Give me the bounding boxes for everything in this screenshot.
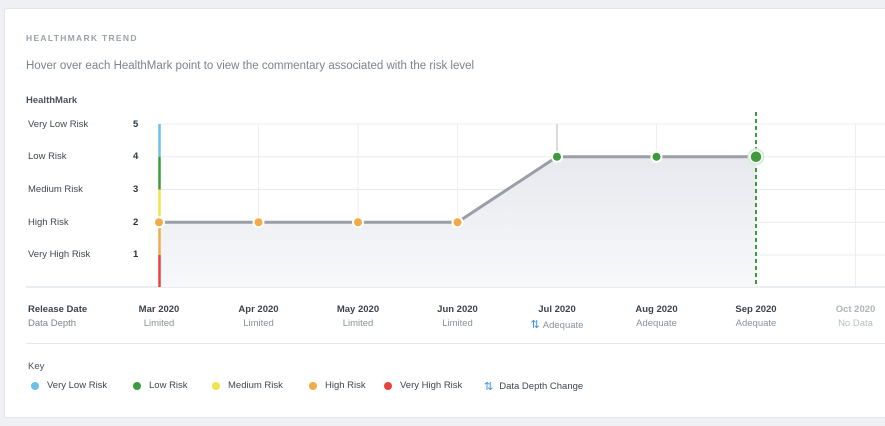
y-tick-2: 2	[133, 217, 139, 228]
low-risk-dot-icon	[133, 381, 141, 390]
divider	[26, 343, 885, 344]
very-low-risk-dot-icon	[31, 381, 39, 390]
high-risk-dot-icon	[309, 381, 317, 390]
data-point	[153, 216, 165, 229]
up-down-arrows-icon: ⇅	[484, 381, 494, 393]
data-depth-value: Limited	[318, 318, 398, 329]
y-tick-3: 3	[133, 184, 139, 195]
very-high-risk-dot-icon	[384, 381, 392, 390]
data-point-selected	[749, 150, 763, 164]
data-depth-value: Adequate	[716, 318, 796, 329]
data-depth-value: ⇅ Adequate	[517, 318, 597, 331]
data-depth-text: Limited	[442, 318, 473, 329]
risk-label-low: Low Risk	[28, 151, 67, 162]
x-tick-label: Apr 2020	[238, 304, 279, 315]
key-title: Key	[28, 361, 45, 372]
y-tick-5: 5	[133, 119, 139, 130]
key-item-low-risk: Low Risk	[133, 380, 188, 391]
data-depth-value: Limited	[418, 318, 498, 329]
y-tick-4: 4	[133, 151, 139, 162]
area-fill	[159, 156, 756, 287]
risk-label-medium: Medium Risk	[28, 184, 83, 195]
key-label: Medium Risk	[228, 380, 283, 391]
data-point	[451, 216, 464, 229]
data-depth-text: Limited	[143, 318, 175, 329]
key-label: Low Risk	[149, 380, 188, 391]
key-label: High Risk	[325, 380, 366, 391]
data-point	[650, 150, 663, 163]
x-tick-label: Sep 2020	[735, 304, 777, 315]
data-depth-value: Adequate	[617, 318, 697, 329]
data-depth-text: Adequate	[542, 320, 584, 331]
data-depth-value: Limited	[119, 318, 199, 329]
data-depth-text: Limited	[342, 318, 374, 329]
medium-risk-dot-icon	[212, 381, 220, 390]
section-title: HEALTHMARK TREND	[26, 33, 138, 43]
key-label: Very Low Risk	[47, 380, 108, 391]
data-depth-label: Data Depth	[28, 318, 77, 329]
data-point	[551, 150, 563, 163]
data-depth-text: Adequate	[735, 318, 777, 329]
x-tick-label: Oct 2020	[835, 304, 876, 315]
up-down-arrows-icon: ⇅	[530, 319, 540, 331]
x-tick-label: Jul 2020	[538, 304, 576, 315]
release-date-label: Release Date	[28, 304, 88, 315]
x-tick-label: May 2020	[336, 304, 380, 315]
key-item-data-depth-change: ⇅ Data Depth Change	[484, 380, 583, 393]
data-depth-value: Limited	[219, 318, 299, 329]
risk-label-very-low: Very Low Risk	[28, 119, 89, 130]
key-item-high-risk: High Risk	[309, 380, 366, 391]
risk-label-high: High Risk	[28, 217, 69, 228]
y-tick-1: 1	[133, 249, 139, 260]
data-depth-text: No Data	[838, 318, 873, 329]
x-tick-label: Aug 2020	[635, 304, 678, 315]
key-item-medium-risk: Medium Risk	[212, 380, 283, 391]
key-label: Data Depth Change	[499, 381, 584, 392]
data-point	[252, 216, 265, 229]
risk-label-very-high: Very High Risk	[28, 249, 91, 260]
data-depth-text: Adequate	[636, 318, 677, 329]
x-tick-label: Mar 2020	[138, 304, 180, 315]
y-axis-title: HealthMark	[26, 95, 78, 106]
data-depth-value: No Data	[816, 318, 885, 329]
key-label: Very High Risk	[400, 380, 463, 391]
key-item-very-low-risk: Very Low Risk	[31, 380, 107, 391]
x-tick-label: Jun 2020	[437, 304, 478, 315]
data-depth-text: Limited	[243, 318, 274, 329]
key-item-very-high-risk: Very High Risk	[384, 380, 462, 391]
chart-subtitle: Hover over each HealthMark point to view…	[26, 60, 475, 72]
data-point	[352, 216, 364, 229]
